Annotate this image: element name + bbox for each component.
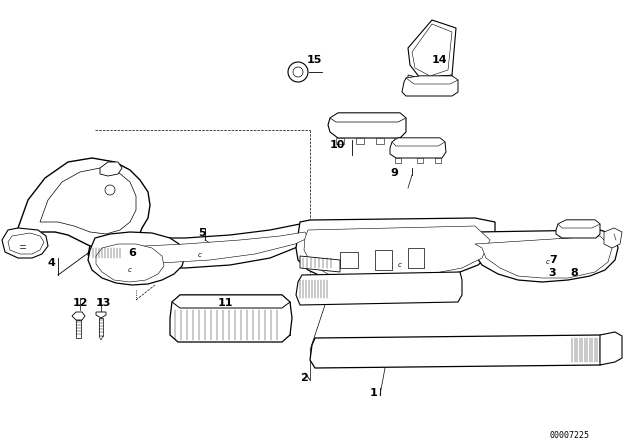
Polygon shape <box>100 232 308 263</box>
Polygon shape <box>390 138 446 158</box>
Text: 3: 3 <box>548 268 556 278</box>
Bar <box>375 250 392 270</box>
Bar <box>76 320 81 338</box>
Polygon shape <box>392 138 445 146</box>
Polygon shape <box>8 233 44 254</box>
Polygon shape <box>300 256 340 272</box>
Polygon shape <box>100 162 122 176</box>
Polygon shape <box>18 158 150 252</box>
Bar <box>435 158 441 163</box>
Polygon shape <box>172 295 290 308</box>
Polygon shape <box>330 113 406 122</box>
Circle shape <box>288 62 308 82</box>
Polygon shape <box>460 230 618 282</box>
Text: 6: 6 <box>128 248 136 258</box>
Polygon shape <box>402 76 458 96</box>
Polygon shape <box>600 332 622 365</box>
Polygon shape <box>475 236 612 278</box>
Text: 8: 8 <box>570 268 578 278</box>
Text: 12: 12 <box>73 298 88 308</box>
Polygon shape <box>72 312 85 320</box>
Polygon shape <box>170 295 292 342</box>
Bar <box>408 248 424 268</box>
Text: c: c <box>128 267 132 273</box>
Circle shape <box>105 185 115 195</box>
Bar <box>340 252 358 268</box>
Text: 00007225: 00007225 <box>550 431 590 440</box>
Polygon shape <box>408 75 452 85</box>
Text: c: c <box>198 252 202 258</box>
Circle shape <box>293 67 303 77</box>
Polygon shape <box>408 20 456 82</box>
Polygon shape <box>412 24 452 76</box>
Polygon shape <box>296 218 495 282</box>
Text: 11: 11 <box>218 298 234 308</box>
Text: 1: 1 <box>370 388 378 398</box>
Polygon shape <box>99 336 103 340</box>
Text: 7: 7 <box>549 255 557 265</box>
Text: c: c <box>546 259 550 265</box>
Polygon shape <box>310 335 610 368</box>
Text: c: c <box>398 262 402 268</box>
Text: 5: 5 <box>198 228 205 238</box>
Polygon shape <box>88 232 185 285</box>
Bar <box>356 138 364 144</box>
Polygon shape <box>304 226 490 278</box>
Text: 15: 15 <box>307 55 323 65</box>
Polygon shape <box>88 222 315 268</box>
Bar <box>394 138 402 144</box>
Bar <box>395 158 401 163</box>
Text: 14: 14 <box>432 55 447 65</box>
Polygon shape <box>96 244 164 282</box>
Bar <box>99 318 103 336</box>
Polygon shape <box>406 76 458 84</box>
Polygon shape <box>40 168 136 234</box>
Bar <box>376 138 384 144</box>
Polygon shape <box>96 312 106 318</box>
Text: 10: 10 <box>330 140 346 150</box>
Polygon shape <box>328 113 406 138</box>
Text: 4: 4 <box>48 258 56 268</box>
Bar <box>417 158 423 163</box>
Text: 9: 9 <box>390 168 398 178</box>
Polygon shape <box>604 228 622 248</box>
Text: 13: 13 <box>96 298 111 308</box>
Polygon shape <box>558 220 600 228</box>
Text: 2: 2 <box>300 373 308 383</box>
Polygon shape <box>556 220 600 238</box>
Polygon shape <box>2 228 48 258</box>
Bar <box>336 138 344 144</box>
Polygon shape <box>296 272 462 305</box>
